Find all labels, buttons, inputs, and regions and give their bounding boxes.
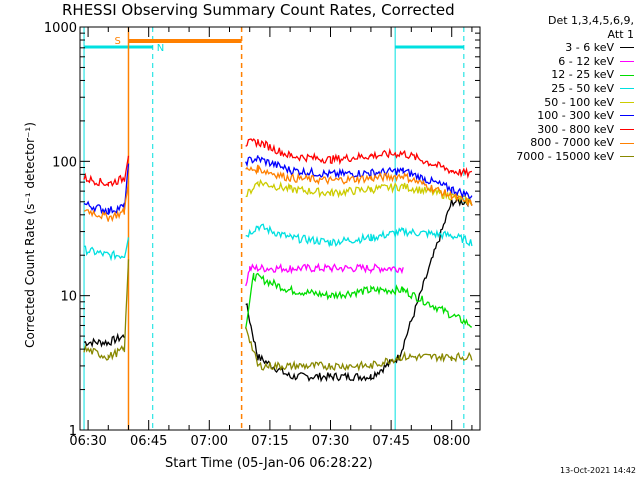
legend-item-5: 100 - 300 keV (516, 109, 634, 123)
x-tick-label-0745: 07:45 (372, 434, 409, 449)
timestamp: 13-Oct-2021 14:42 (560, 466, 636, 475)
series-line-1-seg-0 (245, 262, 404, 287)
y-tick-label-1: 1 (69, 424, 77, 439)
x-tick-label-0800: 08:00 (433, 434, 470, 449)
x-tick-label-0715: 07:15 (251, 434, 288, 449)
series-line-7-seg-1 (245, 164, 473, 206)
legend-item-2: 12 - 25 keV (516, 68, 634, 82)
series-line-3-seg-0 (84, 237, 130, 262)
legend-item-0: 3 - 6 keV (516, 41, 634, 55)
legend-swatch (620, 142, 634, 144)
legend-label: 7000 - 15000 keV (516, 149, 614, 163)
plot-frame (79, 26, 481, 431)
legend-item-4: 50 - 100 keV (516, 96, 634, 110)
legend-item-3: 25 - 50 keV (516, 82, 634, 96)
x-tick-label-0645: 06:45 (130, 434, 167, 449)
series-line-0-seg-0 (83, 332, 125, 348)
legend-item-7: 800 - 7000 keV (516, 136, 634, 150)
legend-swatch (620, 115, 634, 117)
legend-swatch (620, 156, 634, 158)
legend-label: 12 - 25 keV (551, 68, 614, 82)
legend-label: 6 - 12 keV (558, 54, 614, 68)
legend-item-8: 7000 - 15000 keV (516, 150, 634, 164)
y-tick-label-10: 10 (60, 290, 77, 305)
saa-label: S (114, 36, 120, 47)
series-line-3-seg-1 (245, 223, 473, 248)
night-label: N (157, 43, 164, 54)
legend-label: 100 - 300 keV (537, 109, 614, 123)
legend-label: 800 - 7000 keV (530, 136, 614, 150)
x-tick-label-0700: 07:00 (191, 434, 228, 449)
legend-swatch (620, 101, 634, 103)
series-line-5-seg-1 (245, 155, 473, 200)
x-tick-label-0630: 06:30 (69, 434, 106, 449)
legend-item-1: 6 - 12 keV (516, 55, 634, 69)
legend-swatch (620, 74, 634, 76)
series-line-5-seg-0 (83, 163, 130, 216)
y-tick-label-1000: 1000 (44, 21, 77, 36)
x-tick-label-0730: 07:30 (312, 434, 349, 449)
series-line-8-seg-1 (245, 326, 473, 372)
series-line-2-seg-0 (245, 272, 472, 329)
series-line-6-seg-0 (83, 155, 130, 188)
legend-label: 300 - 800 keV (537, 122, 614, 136)
series-line-4-seg-0 (245, 178, 473, 206)
series-line-7-seg-0 (83, 181, 130, 223)
series-line-0-seg-1 (245, 195, 473, 383)
y-tick-label-100: 100 (52, 155, 77, 170)
x-axis-label: Start Time (05-Jan-06 06:28:22) (165, 456, 373, 471)
y-axis-label: Corrected Count Rate (s⁻¹ detector⁻¹) (23, 122, 37, 348)
series-line-6-seg-1 (245, 138, 473, 179)
series-line-8-seg-0 (83, 259, 130, 361)
legend-swatch (620, 129, 634, 131)
legend-swatch (620, 47, 634, 49)
legend-label: 25 - 50 keV (551, 81, 614, 95)
legend-item-6: 300 - 800 keV (516, 123, 634, 137)
legend: Det 1,3,4,5,6,9, Att 1 3 - 6 keV 6 - 12 k… (516, 14, 634, 164)
legend-label: 50 - 100 keV (544, 95, 614, 109)
legend-swatch (620, 88, 634, 90)
legend-header-line-1: Det 1,3,4,5,6,9, (547, 14, 634, 27)
legend-label: 3 - 6 keV (565, 41, 614, 55)
legend-swatch (620, 61, 634, 63)
legend-header-line-2: Att 1 (607, 27, 634, 41)
chart-title: RHESSI Observing Summary Count Rates, Co… (62, 1, 455, 19)
